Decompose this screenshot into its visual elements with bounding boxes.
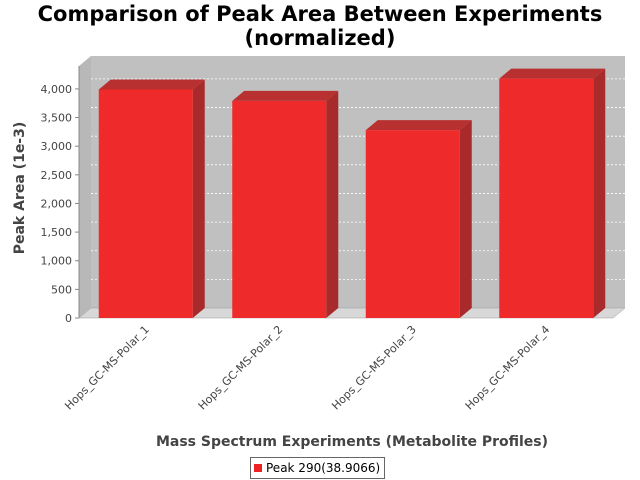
y-axis: 0 500 1,000 1,500 2,000 2,500 3,000 3,500 4,000 xyxy=(41,66,80,325)
bars xyxy=(98,68,606,319)
bar-top xyxy=(232,90,339,101)
legend-label: Peak 290(38.9066) xyxy=(266,461,381,475)
legend-swatch xyxy=(254,464,262,472)
y-axis-label: Peak Area (1e-3) xyxy=(12,122,28,255)
y-tick-label: 2,500 xyxy=(41,169,73,182)
bar xyxy=(365,120,472,319)
y-tick-label: 4,000 xyxy=(41,83,73,96)
y-tick-label: 500 xyxy=(51,283,72,296)
bar-side xyxy=(459,120,472,319)
x-axis: Hops_GC-MS-Polar_1 Hops_GC-MS-Polar_2 Hops… xyxy=(62,323,552,413)
bar-top xyxy=(365,120,472,131)
bar-front xyxy=(365,130,460,318)
chart-title-line-1: Comparison of Peak Area Between Experime… xyxy=(37,2,603,26)
bar-front xyxy=(98,89,193,319)
bar-front xyxy=(232,100,327,318)
x-axis-label: Mass Spectrum Experiments (Metabolite Pr… xyxy=(156,434,548,450)
bar-top xyxy=(98,79,205,90)
x-tick-label: Hops_GC-MS-Polar_2 xyxy=(196,323,286,413)
x-tick-label: Hops_GC-MS-Polar_1 xyxy=(62,323,152,413)
x-tick-label: Hops_GC-MS-Polar_3 xyxy=(329,323,419,413)
y-tick-label: 0 xyxy=(65,312,72,325)
plot-side-wall xyxy=(79,56,91,318)
bar-front xyxy=(499,78,594,318)
y-tick-label: 1,000 xyxy=(41,255,73,268)
bar-side xyxy=(192,79,205,319)
y-tick-label: 2,000 xyxy=(41,197,73,210)
chart-title-line-2: (normalized) xyxy=(244,26,396,50)
y-tick-label: 1,500 xyxy=(41,226,73,239)
chart-title: Comparison of Peak Area Between Experime… xyxy=(0,2,640,50)
x-tick-label: Hops_GC-MS-Polar_4 xyxy=(463,323,553,413)
bar-side xyxy=(593,68,606,318)
bar xyxy=(232,90,339,318)
legend: Peak 290(38.9066) xyxy=(250,457,386,479)
bar xyxy=(499,68,606,318)
y-tick-label: 3,000 xyxy=(41,140,73,153)
bar xyxy=(98,79,205,319)
bar-side xyxy=(326,90,339,318)
y-tick-label: 3,500 xyxy=(41,112,73,125)
bar-top xyxy=(499,68,606,79)
